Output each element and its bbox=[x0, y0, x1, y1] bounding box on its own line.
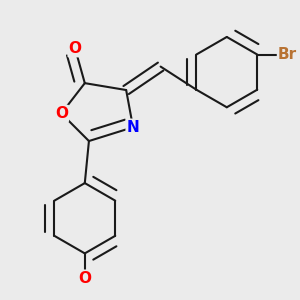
Text: N: N bbox=[127, 120, 140, 135]
Text: Br: Br bbox=[278, 47, 297, 62]
Text: O: O bbox=[69, 41, 82, 56]
Text: O: O bbox=[55, 106, 68, 121]
Text: O: O bbox=[78, 271, 91, 286]
